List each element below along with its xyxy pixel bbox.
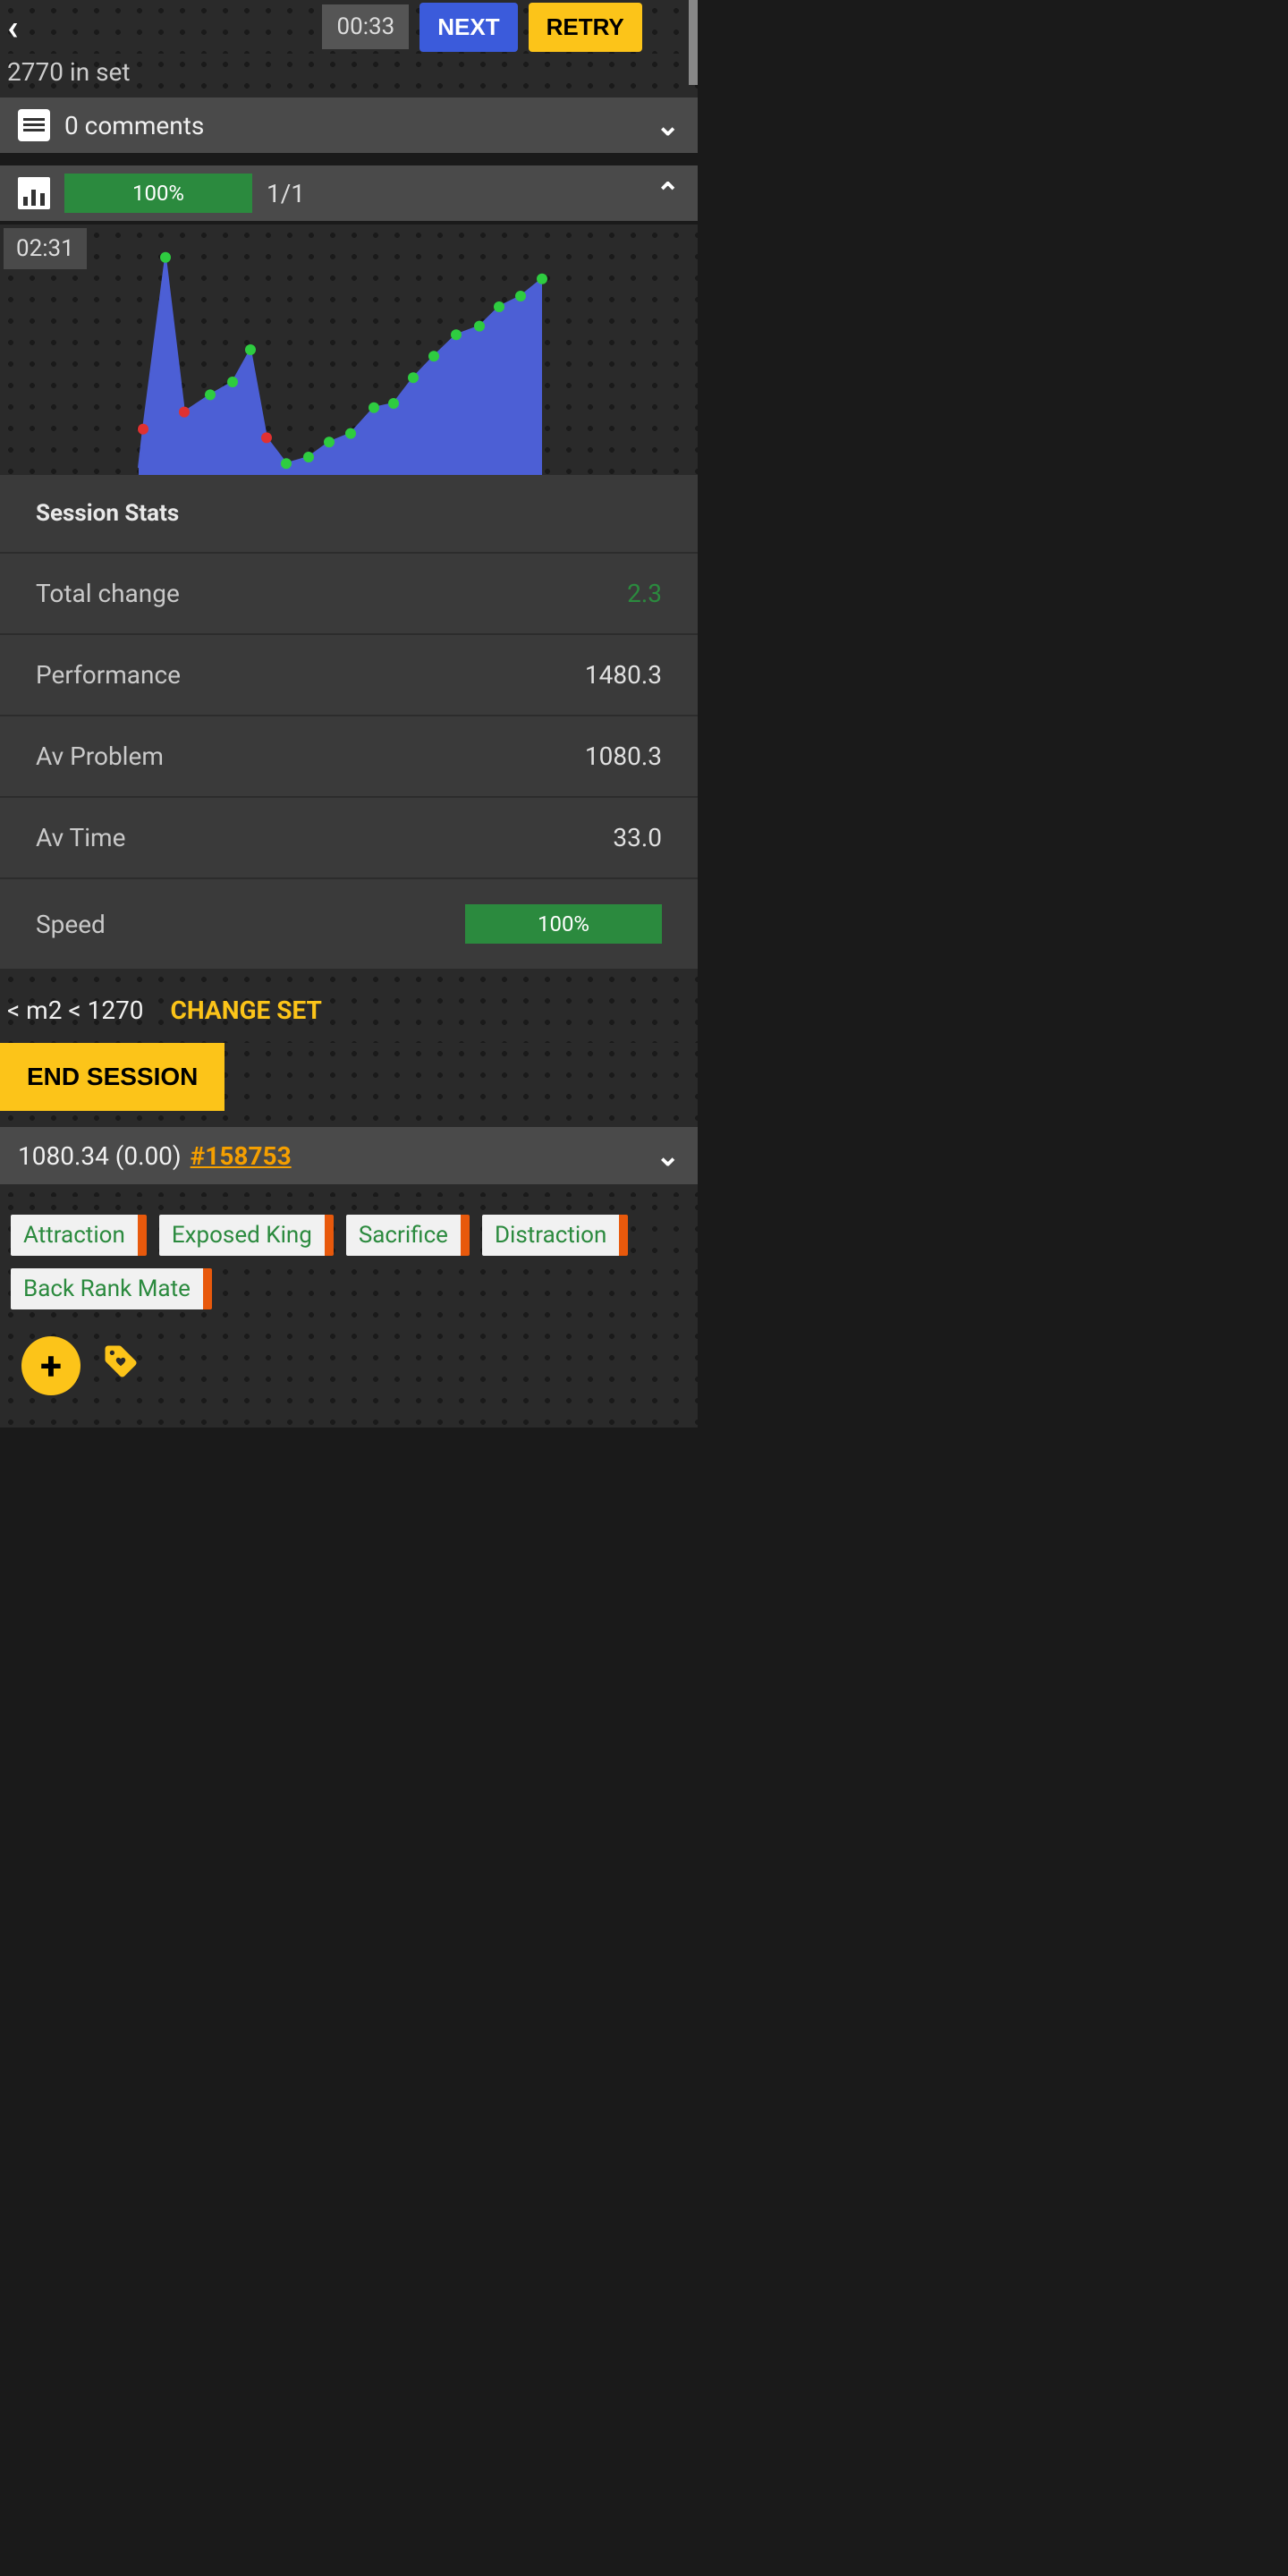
problem-rating: 1080.34 (0.00) — [18, 1141, 182, 1171]
back-icon[interactable]: ‹ — [7, 6, 18, 48]
tag[interactable]: Distraction — [482, 1215, 628, 1256]
stat-label: Speed — [36, 910, 106, 939]
comment-icon — [18, 109, 50, 141]
retry-button[interactable]: RETRY — [529, 3, 642, 52]
stat-value: 100% — [465, 904, 662, 944]
stat-label: Total change — [36, 579, 180, 608]
progress-percent: 100% — [132, 181, 184, 206]
chevron-down-icon: ⌄ — [656, 108, 680, 142]
set-filter-text: < m2 < 1270 — [7, 996, 144, 1025]
stat-value: 33.0 — [613, 823, 662, 852]
chevron-down-icon: ⌄ — [656, 1139, 680, 1173]
stat-label: Av Time — [36, 823, 125, 852]
timer-badge: 00:33 — [322, 4, 409, 49]
stat-row: Total change 2.3 — [0, 552, 698, 633]
stat-row: Performance 1480.3 — [0, 633, 698, 715]
tag[interactable]: Back Rank Mate — [11, 1268, 212, 1309]
stat-label: Performance — [36, 660, 181, 690]
set-count: 2770 in set — [0, 54, 698, 97]
bar-chart-icon — [18, 177, 50, 209]
tag[interactable]: Exposed King — [159, 1215, 334, 1256]
tags-row: Attraction Exposed King Sacrifice Distracti… — [11, 1215, 687, 1309]
set-filter-row: < m2 < 1270 CHANGE SET — [0, 969, 698, 1043]
problem-id-link[interactable]: #158753 — [191, 1141, 292, 1171]
comments-bar[interactable]: 0 comments ⌄ — [0, 97, 698, 153]
favorite-tag-icon[interactable] — [102, 1343, 140, 1389]
stat-row: Av Problem 1080.3 — [0, 715, 698, 796]
comments-label: 0 comments — [64, 111, 641, 140]
scrollbar[interactable] — [689, 0, 698, 85]
change-set-button[interactable]: CHANGE SET — [171, 996, 322, 1025]
stat-row: Speed 100% — [0, 877, 698, 969]
stat-value: 2.3 — [627, 579, 662, 608]
progress-bar: 100% — [64, 174, 252, 213]
bottom-icons: + — [11, 1322, 687, 1410]
stat-value: 1480.3 — [585, 660, 662, 690]
tag[interactable]: Attraction — [11, 1215, 147, 1256]
chevron-up-icon: ⌃ — [656, 176, 680, 210]
performance-chart: 02:31 — [0, 225, 698, 475]
stat-value: 1080.3 — [585, 741, 662, 771]
tag[interactable]: Sacrifice — [346, 1215, 470, 1256]
progress-fraction: 1/1 — [267, 179, 305, 208]
end-session-button[interactable]: END SESSION — [0, 1043, 225, 1111]
stat-row: Av Time 33.0 — [0, 796, 698, 877]
stat-label: Av Problem — [36, 741, 164, 771]
chart-svg — [0, 225, 698, 475]
session-stats: Session Stats Total change 2.3 Performance… — [0, 475, 698, 969]
add-tag-button[interactable]: + — [21, 1336, 80, 1395]
progress-row[interactable]: 100% 1/1 ⌃ — [0, 165, 698, 221]
problem-row[interactable]: 1080.34 (0.00) #158753 ⌄ — [0, 1127, 698, 1184]
stats-header: Session Stats — [0, 475, 698, 552]
header: ‹ 00:33 NEXT RETRY — [0, 0, 698, 54]
tags-area: Attraction Exposed King Sacrifice Distracti… — [0, 1197, 698, 1428]
next-button[interactable]: NEXT — [419, 3, 517, 52]
chart-time-badge: 02:31 — [4, 228, 87, 269]
